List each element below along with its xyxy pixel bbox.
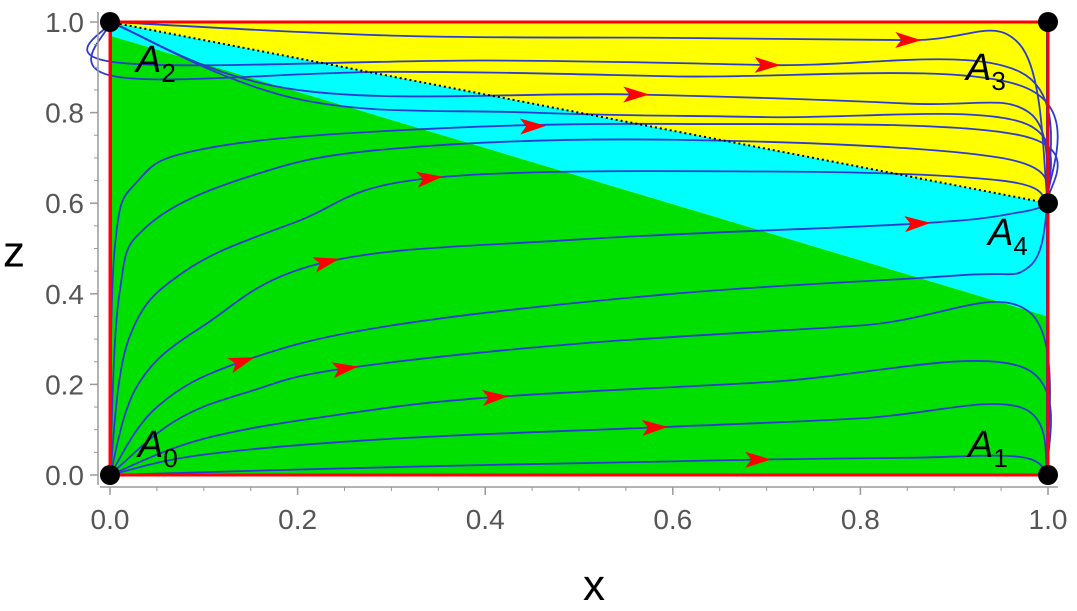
x-ticks: 0.0 0.2 0.4 0.6 0.8 1.0 xyxy=(91,487,1068,535)
x-tick-label: 0.4 xyxy=(466,504,505,535)
axes: 0.0 0.2 0.4 0.6 0.8 1.0 0.0 0.2 0.4 0.6 0.8 1.0 xyxy=(45,7,1067,535)
region-1 xyxy=(110,22,1048,317)
trajectory-9 xyxy=(109,21,1052,204)
trajectory-1 xyxy=(109,403,1049,476)
flow-arrow-4 xyxy=(227,357,255,374)
trajectory-11 xyxy=(90,21,1059,204)
trajectory-5 xyxy=(109,202,1049,476)
flow-arrow-10 xyxy=(895,32,922,49)
y-axis-label: z xyxy=(3,228,25,277)
x-tick-label: 0.2 xyxy=(278,504,317,535)
y-tick-label: 0.8 xyxy=(45,98,84,129)
y-ticks: 0.0 0.2 0.4 0.6 0.8 1.0 xyxy=(45,7,98,491)
trajectory-8 xyxy=(109,122,1059,476)
flow-arrow-9 xyxy=(754,56,781,73)
fixed-point-A2 xyxy=(100,12,120,32)
x-axis-label: x xyxy=(583,561,605,610)
x-tick-label: 0.6 xyxy=(653,504,692,535)
phase-regions xyxy=(110,22,1048,476)
trajectory-3 xyxy=(109,300,1051,476)
trajectory-6 xyxy=(109,170,1049,476)
flow-arrow-1 xyxy=(641,419,669,436)
fixed-point-A0 xyxy=(100,465,120,485)
y-tick-label: 0.0 xyxy=(45,460,84,491)
fixed-point-A3 xyxy=(1038,12,1058,32)
y-tick-label: 0.6 xyxy=(45,188,84,219)
fixed-points xyxy=(100,12,1058,485)
flow-arrow-2 xyxy=(482,389,509,406)
y-tick-label: 1.0 xyxy=(45,7,84,38)
flow-arrows xyxy=(227,32,931,468)
flow-arrow-3 xyxy=(331,362,359,379)
flow-arrow-0 xyxy=(745,451,772,468)
trajectory-7 xyxy=(109,138,1049,476)
fixed-point-label-A3: A3 xyxy=(964,47,1006,96)
flow-arrow-5 xyxy=(312,257,340,273)
flow-arrow-11 xyxy=(904,216,931,233)
trajectory-0 xyxy=(109,454,1049,476)
y-tick-label: 0.2 xyxy=(45,369,84,400)
x-tick-label: 0.0 xyxy=(91,504,130,535)
flow-arrow-7 xyxy=(519,118,547,135)
trajectory-12 xyxy=(86,21,1052,204)
fixed-point-A4 xyxy=(1038,193,1058,214)
x-tick-label: 0.8 xyxy=(841,504,880,535)
flow-arrow-8 xyxy=(623,86,650,103)
flow-arrow-6 xyxy=(416,171,443,188)
trajectory-4 xyxy=(109,202,1049,476)
trajectory-13 xyxy=(109,21,1049,204)
trajectory-10 xyxy=(109,21,1049,204)
x-tick-label: 1.0 xyxy=(1029,504,1068,535)
y-tick-label: 0.4 xyxy=(45,279,84,310)
fixed-point-A1 xyxy=(1038,465,1058,485)
trajectory-2 xyxy=(109,359,1052,476)
separatrix-dotted-line xyxy=(109,21,1049,205)
domain-boundary xyxy=(108,20,1050,477)
